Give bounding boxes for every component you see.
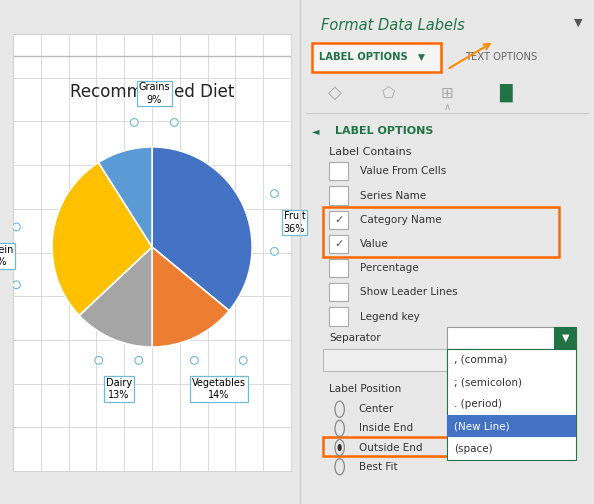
FancyBboxPatch shape — [330, 162, 349, 180]
FancyBboxPatch shape — [324, 349, 476, 371]
Circle shape — [170, 118, 178, 127]
Text: Center: Center — [359, 404, 394, 414]
Circle shape — [311, 190, 318, 198]
Wedge shape — [52, 162, 152, 316]
FancyBboxPatch shape — [312, 43, 441, 72]
FancyBboxPatch shape — [554, 327, 576, 349]
Text: Separator: Separator — [330, 333, 381, 343]
Circle shape — [12, 223, 20, 231]
Text: . (period): . (period) — [454, 399, 503, 409]
Text: Label Contains: Label Contains — [330, 147, 412, 157]
Circle shape — [95, 356, 103, 364]
Text: Inside End: Inside End — [359, 423, 413, 433]
Text: (space): (space) — [454, 444, 493, 454]
FancyBboxPatch shape — [330, 211, 349, 229]
Text: TEXT OPTIONS: TEXT OPTIONS — [465, 52, 537, 62]
Circle shape — [270, 190, 278, 198]
FancyBboxPatch shape — [330, 235, 349, 253]
Text: (New Line): (New Line) — [454, 421, 510, 431]
Circle shape — [130, 60, 138, 69]
Text: Reset Label Text: Reset Label Text — [358, 355, 443, 365]
Text: Best Fit: Best Fit — [359, 462, 397, 472]
Text: Percentage: Percentage — [360, 263, 419, 273]
FancyBboxPatch shape — [330, 307, 349, 326]
Circle shape — [135, 414, 143, 422]
Text: ∧: ∧ — [444, 102, 450, 112]
Text: Value From Cells: Value From Cells — [360, 166, 447, 176]
Text: ⬠: ⬠ — [381, 86, 395, 101]
Circle shape — [135, 356, 143, 364]
Text: ▼: ▼ — [561, 333, 569, 343]
FancyBboxPatch shape — [330, 259, 349, 277]
Circle shape — [12, 281, 20, 289]
Circle shape — [311, 247, 318, 256]
Text: Outside End: Outside End — [359, 443, 422, 453]
Text: , (comma): , (comma) — [454, 355, 508, 365]
Text: ◄: ◄ — [312, 126, 319, 136]
FancyBboxPatch shape — [447, 415, 576, 437]
Text: Category Name: Category Name — [360, 215, 442, 225]
FancyBboxPatch shape — [447, 349, 576, 460]
Wedge shape — [99, 147, 152, 247]
Text: Label Position: Label Position — [330, 384, 402, 394]
Circle shape — [239, 356, 247, 364]
Text: ◇: ◇ — [328, 84, 342, 102]
Wedge shape — [152, 147, 252, 311]
Wedge shape — [79, 247, 152, 347]
Text: ✓: ✓ — [334, 215, 343, 225]
Circle shape — [191, 356, 198, 364]
Text: LABEL OPTIONS: LABEL OPTIONS — [319, 52, 408, 62]
Text: Dairy
13%: Dairy 13% — [106, 378, 132, 401]
Text: LABEL OPTIONS: LABEL OPTIONS — [335, 126, 434, 136]
Circle shape — [191, 414, 198, 422]
Wedge shape — [152, 247, 229, 347]
Text: ⊞: ⊞ — [441, 86, 453, 101]
Text: Value: Value — [360, 239, 389, 249]
Circle shape — [239, 414, 247, 422]
Text: ▐▌: ▐▌ — [492, 84, 520, 102]
Text: Format Data Labels: Format Data Labels — [321, 18, 465, 33]
Text: Vegetables
14%: Vegetables 14% — [192, 378, 246, 401]
FancyBboxPatch shape — [330, 186, 349, 205]
Circle shape — [130, 118, 138, 127]
FancyBboxPatch shape — [447, 327, 554, 349]
Text: Protein
28%: Protein 28% — [0, 244, 14, 267]
Text: ; (semicolon): ; (semicolon) — [454, 377, 522, 387]
Text: ▼: ▼ — [418, 53, 425, 62]
FancyBboxPatch shape — [330, 283, 349, 301]
Circle shape — [95, 414, 103, 422]
Text: Show Leader Lines: Show Leader Lines — [360, 287, 458, 297]
Text: Legend key: Legend key — [360, 311, 420, 322]
Text: Grains
9%: Grains 9% — [138, 82, 170, 105]
Title: Recommended Diet: Recommended Diet — [70, 83, 234, 101]
Text: ▼: ▼ — [574, 18, 582, 28]
Circle shape — [337, 444, 342, 451]
Circle shape — [270, 247, 278, 256]
Text: Series Name: Series Name — [360, 191, 426, 201]
Circle shape — [170, 60, 178, 69]
Text: Fruit
36%: Fruit 36% — [283, 211, 305, 234]
Text: ✓: ✓ — [334, 239, 343, 249]
